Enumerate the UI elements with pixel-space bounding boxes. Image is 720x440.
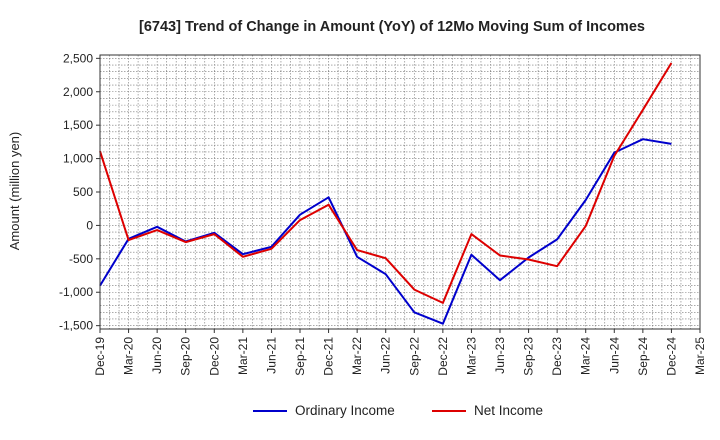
data-point: [412, 287, 417, 292]
grid-layer: [100, 55, 700, 329]
x-tick-label: Mar-24: [579, 337, 593, 375]
x-tick-label: Mar-23: [464, 337, 478, 375]
data-point: [440, 300, 445, 305]
legend-label: Ordinary Income: [295, 403, 395, 418]
x-tick-label: Jun-23: [493, 337, 507, 374]
legend-item-net-income[interactable]: Net Income: [432, 403, 543, 418]
data-point: [126, 238, 131, 243]
data-point: [440, 321, 445, 326]
x-tick-label: Sep-24: [636, 337, 650, 376]
data-point: [526, 257, 531, 262]
x-tick-label: Dec-22: [436, 337, 450, 376]
x-tick-label: Dec-23: [550, 337, 564, 376]
x-tick-label: Dec-21: [322, 337, 336, 376]
data-point: [298, 218, 303, 223]
x-tick-label: Sep-20: [179, 337, 193, 376]
x-tick-label: Sep-21: [293, 337, 307, 376]
data-point: [383, 272, 388, 277]
y-axis-label: Amount (million yen): [7, 132, 22, 251]
data-point: [269, 246, 274, 251]
y-tick-label: 2,000: [63, 85, 93, 99]
data-point: [469, 232, 474, 237]
x-tick-label: Mar-22: [350, 337, 364, 375]
y-tick-label: -1,500: [59, 319, 93, 333]
data-point: [326, 195, 331, 200]
data-point: [669, 141, 674, 146]
x-tick-label: Mar-21: [236, 337, 250, 375]
y-axis: 2,500 2,000 1,500 1,000 500 0 -500 -1,000 -1,500: [59, 51, 100, 333]
x-tick-label: Jun-20: [150, 337, 164, 374]
chart-title: [6743] Trend of Change in Amount (YoY) o…: [139, 19, 645, 35]
data-point: [212, 232, 217, 237]
data-point: [412, 310, 417, 315]
x-tick-label: Dec-24: [664, 337, 678, 376]
x-axis: Dec-19 Mar-20 Jun-20 Sep-20 Dec-20 Mar-21 Jun-…: [93, 329, 707, 376]
x-tick-label: Mar-20: [122, 337, 136, 375]
data-point: [583, 224, 588, 229]
data-point: [555, 237, 560, 242]
y-tick-label: 500: [73, 185, 93, 199]
legend[interactable]: Ordinary Income Net Income: [253, 403, 543, 418]
x-tick-label: Jun-24: [607, 337, 621, 374]
y-tick-label: -1,000: [59, 285, 93, 299]
x-tick-label: Sep-22: [407, 337, 421, 376]
plot-frame: [99, 54, 701, 330]
x-tick-label: Dec-19: [93, 337, 107, 376]
y-tick-label: 1,000: [63, 152, 93, 166]
x-tick-label: Jun-22: [379, 337, 393, 374]
data-point: [669, 61, 674, 66]
data-point: [498, 253, 503, 258]
y-tick-label: 2,500: [63, 51, 93, 65]
x-tick-label: Sep-23: [522, 337, 536, 376]
series-layer: [99, 61, 674, 326]
data-point: [298, 212, 303, 217]
x-tick-label: Mar-25: [693, 337, 707, 375]
y-tick-label: 1,500: [63, 118, 93, 132]
data-point: [640, 137, 645, 142]
data-point: [240, 254, 245, 259]
data-point: [555, 264, 560, 269]
data-point: [183, 240, 188, 245]
data-point: [383, 256, 388, 261]
x-tick-label: Dec-20: [207, 337, 221, 376]
data-point: [640, 107, 645, 112]
data-point: [355, 254, 360, 259]
data-point: [498, 278, 503, 283]
series-line-net-income: [99, 62, 673, 304]
x-tick-label: Jun-21: [264, 337, 278, 374]
data-point: [612, 153, 617, 158]
data-point: [355, 248, 360, 253]
y-tick-label: 0: [86, 218, 93, 232]
legend-item-ordinary-income[interactable]: Ordinary Income: [253, 403, 395, 418]
data-point: [326, 202, 331, 207]
y-tick-label: -500: [69, 252, 93, 266]
legend-label: Net Income: [474, 403, 543, 418]
data-point: [469, 252, 474, 257]
data-point: [155, 228, 160, 233]
data-point: [583, 198, 588, 203]
